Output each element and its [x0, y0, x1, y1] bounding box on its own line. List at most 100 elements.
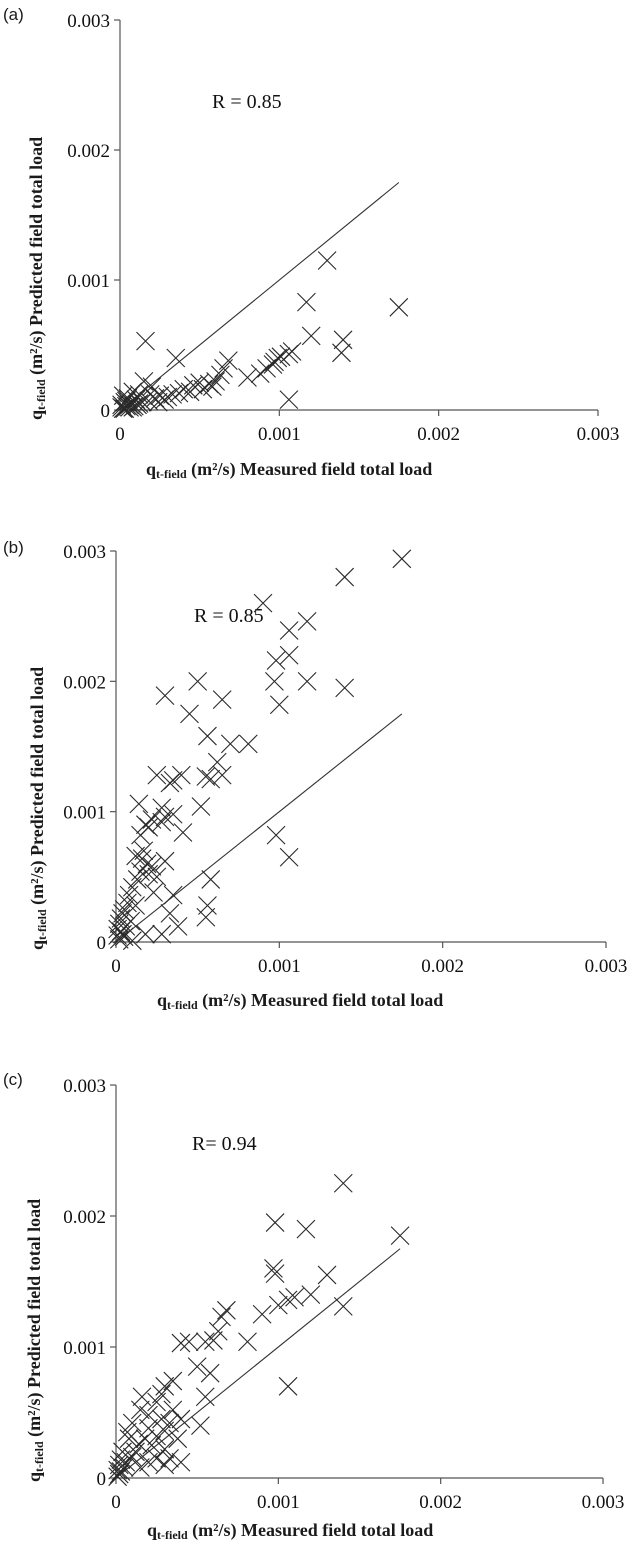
data-point	[174, 379, 194, 399]
data-point	[155, 1421, 175, 1441]
panel-a: (a) R = 0.85 qt-field (m²/s) Measured fi…	[3, 5, 619, 481]
data-point	[115, 399, 135, 419]
data-point	[131, 862, 150, 882]
x-axis-label: qt-field (m²/s) Measured field total loa…	[157, 990, 443, 1012]
panel-label: (b)	[3, 538, 24, 557]
x-axis-label: qt-field (m²/s) Measured field total loa…	[146, 459, 432, 481]
panel-label: (c)	[3, 1070, 23, 1089]
data-point	[198, 726, 217, 746]
data-point	[269, 695, 289, 715]
data-point	[317, 1265, 337, 1285]
data-point	[301, 326, 321, 346]
data-point	[253, 593, 273, 613]
data-point	[119, 885, 139, 905]
data-point	[279, 390, 299, 409]
y-axis-label: qt-field (m²/s) Predicted field total lo…	[24, 1199, 46, 1482]
data-point	[148, 392, 168, 412]
data-point	[155, 1455, 175, 1475]
data-point	[201, 769, 221, 789]
data-point	[147, 867, 167, 887]
data-point	[173, 823, 193, 842]
data-point	[168, 1429, 188, 1449]
data-point	[117, 1422, 137, 1442]
data-point	[160, 773, 180, 793]
data-point	[171, 1333, 191, 1353]
data-point	[139, 1452, 158, 1472]
data-point	[126, 896, 145, 915]
data-point	[147, 1392, 166, 1412]
data-point	[155, 686, 175, 706]
data-point	[123, 398, 143, 417]
r-annotation: R = 0.85	[212, 91, 282, 113]
y-tick-label: 0.003	[63, 542, 106, 563]
data-point	[207, 752, 227, 772]
y-tick-label: 0.002	[67, 141, 110, 162]
data-point	[188, 671, 208, 691]
reference-line	[115, 1248, 401, 1479]
tick-group: 0 0.001 0.002 0.003 0 0.001 0.002 0.003	[63, 1076, 624, 1513]
data-point	[139, 864, 159, 884]
data-point	[265, 671, 284, 691]
data-point	[136, 924, 155, 944]
x-tick-label: 0.002	[421, 956, 464, 977]
data-point	[171, 765, 191, 785]
data-point	[214, 359, 233, 378]
x-axis-label: qt-field (m²/s) Measured field total loa…	[147, 1520, 433, 1542]
data-point	[168, 916, 188, 936]
y-tick-label: 0	[97, 1469, 107, 1490]
data-point	[122, 931, 142, 951]
data-point	[264, 1259, 283, 1278]
mark-group	[108, 549, 412, 951]
data-point	[268, 1295, 288, 1315]
y-tick-label: 0.003	[67, 11, 110, 32]
data-point	[109, 914, 129, 934]
data-point	[144, 883, 163, 902]
x-tick-label: 0.002	[419, 1492, 462, 1513]
data-point	[113, 1442, 132, 1462]
data-point	[179, 1332, 199, 1352]
data-point	[187, 1357, 207, 1377]
data-point	[201, 870, 221, 889]
data-point	[171, 1409, 191, 1429]
data-point	[122, 1413, 142, 1433]
data-point	[122, 877, 142, 897]
data-point	[200, 1363, 220, 1383]
y-axis-label: qt-field (m²/s) Predicted field total lo…	[27, 667, 49, 950]
data-point	[212, 765, 232, 785]
data-point	[250, 364, 270, 383]
data-point	[238, 1332, 257, 1352]
x-tick-label: 0	[115, 424, 125, 445]
data-point	[390, 1226, 410, 1246]
x-tick-label: 0.003	[577, 424, 620, 445]
data-point	[333, 1173, 353, 1193]
data-point	[155, 1439, 175, 1459]
y-tick-label: 0	[101, 401, 111, 422]
x-tick-label: 0	[111, 956, 121, 977]
data-point	[195, 1387, 215, 1407]
data-point	[108, 1460, 128, 1480]
data-point	[216, 1300, 236, 1320]
data-point	[109, 1464, 129, 1484]
data-point	[171, 1452, 191, 1472]
data-point	[129, 794, 149, 814]
reference-line	[115, 713, 403, 943]
data-point	[252, 1304, 272, 1324]
y-tick-label: 0.002	[63, 1207, 106, 1228]
data-point	[196, 907, 216, 927]
data-point	[212, 1307, 231, 1327]
data-point	[297, 611, 317, 631]
panel-b: (b) R = 0.85 qt-field (m²/s) Measured fi…	[3, 538, 627, 1012]
data-point	[109, 1455, 129, 1475]
data-point	[257, 359, 276, 378]
data-point	[130, 1458, 150, 1477]
y-tick-label: 0.003	[63, 1076, 106, 1097]
data-point	[132, 1387, 152, 1407]
data-point	[335, 678, 355, 698]
data-point	[265, 1264, 285, 1284]
data-point	[191, 1416, 210, 1435]
data-point	[392, 549, 412, 569]
data-point	[332, 343, 351, 363]
data-point	[155, 807, 175, 827]
reference-line	[119, 182, 400, 411]
data-point	[126, 846, 145, 866]
